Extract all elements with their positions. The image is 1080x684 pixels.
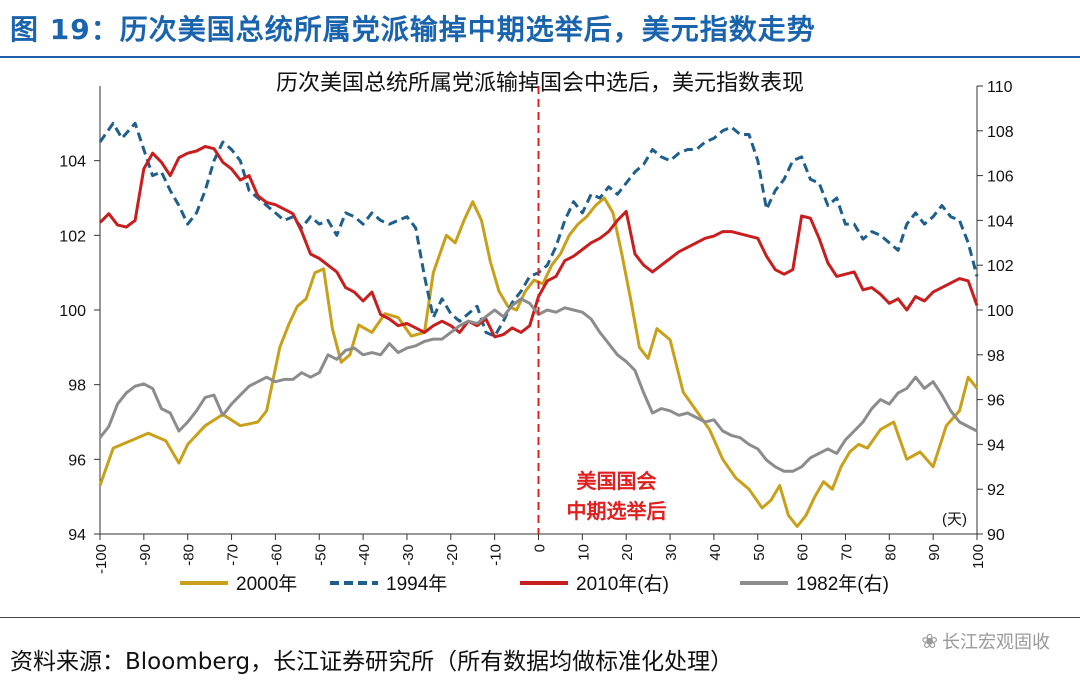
bottom-rule [0,617,1080,618]
chart-title: 历次美国总统所属党派输掉国会中选后，美元指数表现 [276,70,804,95]
series-line-0 [98,196,979,528]
watermark: ❀ 长江宏观固收 [921,628,1050,654]
y-right-tick-label: 92 [987,482,1005,499]
y-left-tick-label: 102 [59,228,86,245]
wechat-icon: ❀ [921,629,938,653]
x-tick-label: -100 [93,544,110,574]
x-tick-label: -40 [356,544,373,566]
y-right-tick-label: 104 [987,213,1014,230]
x-tick-label: -50 [312,544,329,566]
top-rule [0,56,1080,58]
x-tick-label: -20 [444,544,461,566]
legend-label-1: 1994年 [386,573,447,595]
x-tick-label: 80 [882,544,899,561]
y-right-tick-label: 106 [987,169,1014,186]
x-tick-label: 90 [926,544,943,561]
legend-label-3: 1982年(右) [796,573,889,595]
y-left-tick-label: 94 [68,527,86,544]
legend-label-2: 2010年(右) [576,573,669,595]
x-tick-label: 60 [795,544,812,561]
y-left-tick-label: 100 [59,303,86,320]
election-annotation-text: 美国国会 [577,469,657,493]
source-note: 资料来源：Bloomberg，长江证券研究所（所有数据均做标准化处理） [10,649,734,675]
x-tick-label: -60 [268,544,285,566]
y-right-tick-label: 102 [987,258,1014,275]
legend-label-0: 2000年 [236,573,297,595]
x-tick-label: 30 [663,544,680,561]
y-left-tick-label: 96 [68,452,86,469]
x-tick-label: 0 [532,544,549,552]
series-line-1 [98,121,979,338]
y-right-tick-label: 108 [987,124,1014,141]
y-right-tick-label: 100 [987,303,1014,320]
x-tick-label: 50 [751,544,768,561]
y-right-tick-label: 96 [987,393,1005,410]
y-right-tick-label: 110 [987,79,1013,96]
x-tick-label: -70 [225,544,242,566]
x-tick-label: 100 [970,544,987,569]
election-annotation-text: 中期选举后 [567,499,667,523]
x-tick-label: -10 [488,544,505,566]
x-tick-label: 40 [707,544,724,561]
y-left-tick-label: 98 [68,378,86,395]
y-right-tick-label: 94 [987,437,1005,454]
line-chart: 历次美国总统所属党派输掉国会中选后，美元指数表现 949698100102104… [59,70,1014,595]
y-left-tick-label: 104 [59,154,86,171]
x-unit-label: (天) [942,511,967,528]
y-right-tick-label: 90 [987,527,1005,544]
x-tick-label: 10 [575,544,592,561]
x-tick-label: -30 [400,544,417,566]
watermark-text: 长江宏观固收 [942,632,1050,653]
x-tick-label: 20 [619,544,636,561]
x-tick-label: 70 [838,544,855,561]
y-right-tick-label: 98 [987,348,1005,365]
x-tick-label: -90 [137,544,154,566]
x-tick-label: -80 [181,544,198,566]
figure-label: 图 19：历次美国总统所属党派输掉中期选举后，美元指数走势 [10,13,816,46]
